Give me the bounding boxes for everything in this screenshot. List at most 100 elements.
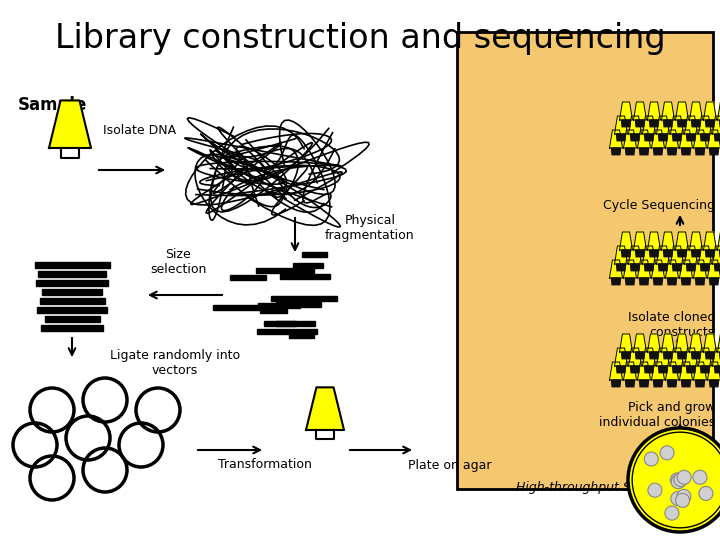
Text: Sample: Sample <box>18 96 87 114</box>
Polygon shape <box>713 116 720 134</box>
Polygon shape <box>614 348 628 366</box>
Polygon shape <box>659 134 667 141</box>
Polygon shape <box>614 116 628 134</box>
Polygon shape <box>624 260 636 278</box>
Polygon shape <box>675 334 688 352</box>
Polygon shape <box>629 348 642 366</box>
Polygon shape <box>681 148 690 155</box>
Polygon shape <box>626 148 634 155</box>
Polygon shape <box>636 250 644 256</box>
Polygon shape <box>703 334 716 352</box>
Polygon shape <box>667 278 677 285</box>
Circle shape <box>671 491 685 505</box>
Polygon shape <box>714 264 720 271</box>
Bar <box>271 296 337 301</box>
Polygon shape <box>647 334 660 352</box>
Polygon shape <box>639 380 649 387</box>
Polygon shape <box>701 134 709 141</box>
Polygon shape <box>639 148 649 155</box>
Polygon shape <box>667 380 677 387</box>
Polygon shape <box>709 278 719 285</box>
Polygon shape <box>662 102 675 120</box>
Text: Isolate cloned
constructs: Isolate cloned constructs <box>628 311 715 339</box>
Polygon shape <box>614 246 628 264</box>
Polygon shape <box>624 362 636 380</box>
Polygon shape <box>616 366 626 373</box>
Circle shape <box>660 446 674 460</box>
Polygon shape <box>714 366 720 373</box>
Polygon shape <box>631 366 639 373</box>
Polygon shape <box>611 278 621 285</box>
Polygon shape <box>713 246 720 264</box>
Polygon shape <box>649 120 659 127</box>
Polygon shape <box>686 366 696 373</box>
Text: High-throughput Steps: High-throughput Steps <box>516 481 657 494</box>
Polygon shape <box>698 246 711 264</box>
Circle shape <box>648 483 662 497</box>
Polygon shape <box>634 334 647 352</box>
Polygon shape <box>624 130 636 148</box>
Polygon shape <box>701 264 709 271</box>
Polygon shape <box>637 260 650 278</box>
Text: Cycle Sequencing: Cycle Sequencing <box>603 199 715 212</box>
Polygon shape <box>667 148 677 155</box>
Polygon shape <box>649 352 659 359</box>
Polygon shape <box>672 264 682 271</box>
Polygon shape <box>696 148 705 155</box>
Polygon shape <box>647 232 660 250</box>
Polygon shape <box>690 334 703 352</box>
Polygon shape <box>693 260 706 278</box>
Polygon shape <box>718 232 720 250</box>
Polygon shape <box>647 102 660 120</box>
Polygon shape <box>659 264 667 271</box>
Polygon shape <box>662 334 675 352</box>
Polygon shape <box>678 352 687 359</box>
Polygon shape <box>662 232 675 250</box>
Polygon shape <box>619 102 632 120</box>
Polygon shape <box>652 260 665 278</box>
Polygon shape <box>636 120 644 127</box>
Text: Library construction and sequencing: Library construction and sequencing <box>55 22 665 55</box>
Polygon shape <box>713 348 720 366</box>
Polygon shape <box>637 362 650 380</box>
Polygon shape <box>631 264 639 271</box>
Polygon shape <box>636 352 644 359</box>
Polygon shape <box>621 250 631 256</box>
Polygon shape <box>680 130 693 148</box>
Polygon shape <box>317 430 333 440</box>
Text: Pick and grow
individual colonies: Pick and grow individual colonies <box>599 401 715 429</box>
Bar <box>256 268 314 273</box>
Polygon shape <box>610 260 623 278</box>
Bar <box>279 274 330 279</box>
Polygon shape <box>703 232 716 250</box>
Polygon shape <box>678 120 687 127</box>
Polygon shape <box>681 380 690 387</box>
Polygon shape <box>657 348 670 366</box>
Polygon shape <box>652 130 665 148</box>
Polygon shape <box>616 134 626 141</box>
Circle shape <box>644 452 658 466</box>
Polygon shape <box>709 148 719 155</box>
Polygon shape <box>693 130 706 148</box>
Circle shape <box>693 470 707 484</box>
Polygon shape <box>634 102 647 120</box>
Bar <box>302 252 328 256</box>
Bar <box>457 32 713 489</box>
Polygon shape <box>644 366 654 373</box>
Circle shape <box>677 489 691 503</box>
Polygon shape <box>626 278 634 285</box>
Polygon shape <box>654 278 662 285</box>
Text: Physical
fragmentation: Physical fragmentation <box>325 214 415 242</box>
Polygon shape <box>670 246 683 264</box>
Bar <box>45 316 99 322</box>
Bar <box>35 262 109 268</box>
Polygon shape <box>698 116 711 134</box>
Polygon shape <box>703 102 716 120</box>
Polygon shape <box>718 334 720 352</box>
Polygon shape <box>681 278 690 285</box>
Polygon shape <box>675 102 688 120</box>
Polygon shape <box>708 362 720 380</box>
Polygon shape <box>701 366 709 373</box>
Polygon shape <box>690 232 703 250</box>
Polygon shape <box>672 366 682 373</box>
